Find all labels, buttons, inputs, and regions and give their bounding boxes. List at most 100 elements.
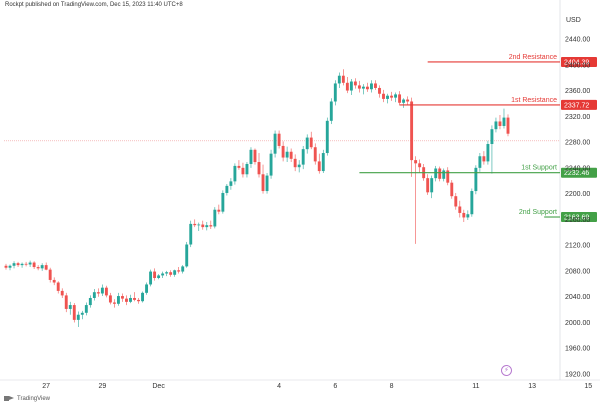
y-tick-label: 2160.00 <box>565 217 590 224</box>
level-name-label: 2nd Support <box>519 209 557 216</box>
level-price-label: 2232.46 <box>564 170 589 177</box>
candle-body <box>329 101 333 121</box>
candle-body <box>394 94 397 98</box>
candle-body <box>277 133 281 146</box>
y-tick-label: 2120.00 <box>565 243 590 250</box>
x-tick-label: 29 <box>98 383 106 390</box>
candle-body <box>462 212 466 218</box>
candle-body <box>478 156 482 168</box>
candle-body <box>345 82 349 91</box>
candle-body <box>285 151 289 158</box>
candle-body <box>229 181 233 186</box>
candle-body <box>48 269 52 280</box>
y-tick-label: 2440.00 <box>565 37 590 44</box>
candle-body <box>241 167 245 175</box>
candle-body <box>357 85 361 89</box>
candle-body <box>281 145 285 158</box>
candle-body <box>157 275 161 279</box>
candle-body <box>498 121 502 126</box>
candle-body <box>374 83 377 88</box>
candle-body <box>133 297 136 300</box>
candle-body <box>145 284 149 293</box>
candle-body <box>506 117 510 134</box>
candle-body <box>8 265 12 268</box>
candle-body <box>482 156 486 162</box>
y-axis: 1920.00 1960.00 2000.00 2040.00 2080.00 2120.… <box>565 37 590 379</box>
currency-label: USD <box>566 17 581 24</box>
candle-body <box>169 272 173 275</box>
grid <box>0 0 600 381</box>
candle-body <box>502 117 506 126</box>
y-tick-label: 2040.00 <box>565 294 590 301</box>
y-tick-label: 1920.00 <box>565 372 590 379</box>
candle-body <box>382 93 385 99</box>
candle-body <box>44 265 48 270</box>
candle-body <box>414 160 418 164</box>
candle-body <box>76 314 80 320</box>
candle-body <box>378 87 381 94</box>
candle-body <box>12 263 16 266</box>
candle-body <box>245 163 249 175</box>
candle-body <box>197 224 201 226</box>
x-tick-label: Dec <box>152 383 165 390</box>
tradingview-logo-icon <box>4 395 14 402</box>
footer-brand[interactable]: TradingView <box>4 395 50 402</box>
y-tick-label: 2400.00 <box>565 62 590 69</box>
candle-body <box>20 263 24 266</box>
candle-body <box>137 299 140 302</box>
candle-body <box>237 165 241 168</box>
candle-body <box>16 263 20 266</box>
candle-body <box>185 244 189 267</box>
y-tick-label: 2080.00 <box>565 268 590 275</box>
level-name-label: 2nd Resistance <box>509 54 557 61</box>
x-tick-label: 4 <box>277 383 281 390</box>
candle-body <box>410 101 414 161</box>
candle-body <box>305 137 309 150</box>
footer-brand-label: TradingView <box>17 395 51 402</box>
candle-body <box>446 170 450 183</box>
candle-body <box>337 75 341 84</box>
candle-body <box>406 99 410 102</box>
candle-body <box>293 158 297 168</box>
candle-body <box>261 174 265 192</box>
candle-body <box>36 267 40 269</box>
candle-body <box>149 271 153 285</box>
candle-body <box>201 224 205 228</box>
candle-body <box>100 287 104 294</box>
y-tick-label: 2000.00 <box>565 320 590 327</box>
candle-body <box>177 270 181 272</box>
candle-body <box>253 149 257 163</box>
candle-body <box>249 149 253 164</box>
lightning-icon[interactable]: ⚡ <box>501 365 512 376</box>
x-tick-label: 27 <box>42 383 50 390</box>
candle-body <box>438 168 442 179</box>
candle-body <box>370 83 373 90</box>
candle-body <box>221 192 225 212</box>
level-price-tag <box>561 56 597 67</box>
candle-body <box>104 287 108 296</box>
candle-body <box>121 296 124 299</box>
candle-body <box>301 149 305 165</box>
candle-body <box>289 151 293 159</box>
candle-body <box>112 302 116 304</box>
candle-body <box>309 137 313 148</box>
candle-body <box>217 209 221 212</box>
candle-body <box>141 292 144 302</box>
candle-body <box>92 292 96 298</box>
candle-body <box>68 305 72 309</box>
level-name-label: 1st Resistance <box>511 97 557 104</box>
candle-body <box>189 223 193 245</box>
candle-body <box>181 266 185 272</box>
candle-body <box>402 99 406 103</box>
candle-body <box>333 83 337 102</box>
candle-body <box>434 168 438 179</box>
candle-body <box>173 270 177 275</box>
candle-body <box>64 295 68 309</box>
candle-body <box>24 263 28 265</box>
candle-body <box>233 165 237 182</box>
level-price-label: 2337.72 <box>564 102 589 109</box>
x-tick-label: 6 <box>333 383 337 390</box>
candle-body <box>108 295 112 303</box>
candle-body <box>458 206 462 213</box>
